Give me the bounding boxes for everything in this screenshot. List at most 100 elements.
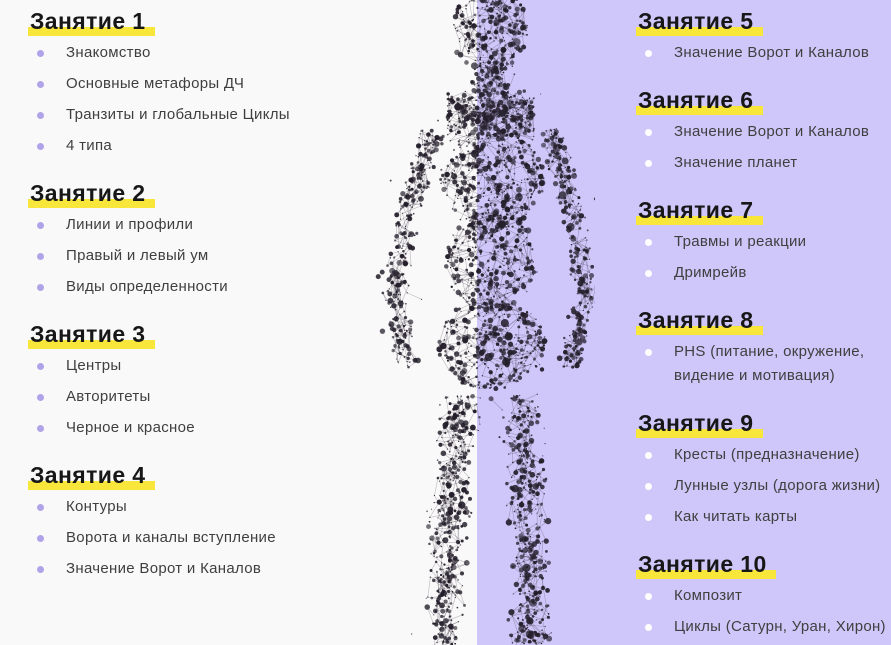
lesson-item: Значение планет	[638, 151, 891, 175]
lesson-heading: Занятие 5	[636, 8, 763, 36]
lesson-item-label: Основные метафоры ДЧ	[66, 75, 245, 92]
lesson-item: Основные метафоры ДЧ	[30, 72, 362, 96]
lesson-item: Правый и левый ум	[30, 244, 362, 268]
lesson-item-label: Дримрейв	[674, 264, 747, 281]
lesson-item-label: Линии и профили	[66, 216, 194, 233]
bullet-icon	[37, 221, 44, 229]
bullet-icon	[645, 269, 652, 277]
lesson-item: Композит	[638, 584, 891, 608]
bullet-icon	[645, 623, 652, 631]
bullet-icon	[37, 565, 44, 573]
lesson-item-label: Циклы (Сатурн, Уран, Хирон)	[674, 618, 886, 635]
lesson-items: Знакомство Основные метафоры ДЧ Транзиты…	[30, 41, 362, 158]
lesson-items: Контуры Ворота и каналы вступление Значе…	[30, 495, 362, 581]
lesson-item-label: Значение планет	[674, 154, 798, 171]
lesson-item: Как читать карты	[638, 505, 891, 529]
lesson-heading: Занятие 8	[636, 307, 763, 335]
lesson-section-3: Занятие 3 Центры Авторитеты Черное и кра…	[28, 321, 362, 440]
bullet-icon	[37, 111, 44, 119]
dot-human-figure-icon	[365, 0, 595, 645]
lesson-items: Значение Ворот и Каналов Значение планет	[638, 120, 891, 175]
lesson-items: Композит Циклы (Сатурн, Уран, Хирон)	[638, 584, 891, 639]
lesson-section-9: Занятие 9 Кресты (предназначение) Лунные…	[636, 410, 891, 529]
lesson-item-label: PHS (питание, окружение, видение и мотив…	[674, 343, 865, 384]
bullet-icon	[37, 252, 44, 260]
bullet-icon	[645, 513, 652, 521]
lesson-item: Виды определенности	[30, 275, 362, 299]
bullet-icon	[37, 283, 44, 291]
lesson-section-10: Занятие 10 Композит Циклы (Сатурн, Уран,…	[636, 551, 891, 639]
lesson-item-label: Значение Ворот и Каналов	[674, 44, 870, 61]
lesson-section-7: Занятие 7 Травмы и реакции Дримрейв	[636, 197, 891, 285]
bullet-icon	[37, 362, 44, 370]
lesson-item-label: Кресты (предназначение)	[674, 446, 860, 463]
lesson-heading: Занятие 7	[636, 197, 763, 225]
lesson-items: Травмы и реакции Дримрейв	[638, 230, 891, 285]
lesson-item: Значение Ворот и Каналов	[30, 557, 362, 581]
lesson-item: Травмы и реакции	[638, 230, 891, 254]
lesson-item: Авторитеты	[30, 385, 362, 409]
bullet-icon	[37, 142, 44, 150]
lesson-section-4: Занятие 4 Контуры Ворота и каналы вступл…	[28, 462, 362, 581]
lesson-items: Кресты (предназначение) Лунные узлы (дор…	[638, 443, 891, 529]
bullet-icon	[37, 49, 44, 57]
lesson-item-label: Контуры	[66, 498, 127, 515]
lesson-item: Циклы (Сатурн, Уран, Хирон)	[638, 615, 891, 639]
lesson-item: Значение Ворот и Каналов	[638, 120, 891, 144]
lesson-item-label: Травмы и реакции	[674, 233, 807, 250]
lesson-item: Кресты (предназначение)	[638, 443, 891, 467]
lesson-item: Линии и профили	[30, 213, 362, 237]
lesson-item: 4 типа	[30, 134, 362, 158]
lesson-item-label: Знакомство	[66, 44, 151, 61]
lesson-item: Значение Ворот и Каналов	[638, 41, 891, 65]
lesson-section-6: Занятие 6 Значение Ворот и Каналов Значе…	[636, 87, 891, 175]
lesson-item-label: Виды определенности	[66, 278, 228, 295]
lesson-items: PHS (питание, окружение, видение и мотив…	[638, 340, 891, 388]
bullet-icon	[645, 128, 652, 136]
lesson-item-label: Центры	[66, 357, 122, 374]
bullet-icon	[645, 592, 652, 600]
bullet-icon	[37, 503, 44, 511]
lesson-heading: Занятие 4	[28, 462, 155, 490]
lesson-section-1: Занятие 1 Знакомство Основные метафоры Д…	[28, 8, 362, 158]
bullet-icon	[645, 238, 652, 246]
lesson-item: Контуры	[30, 495, 362, 519]
lesson-items: Значение Ворот и Каналов	[638, 41, 891, 65]
lesson-item: Центры	[30, 354, 362, 378]
bullet-icon	[645, 49, 652, 57]
lesson-item-label: 4 типа	[66, 137, 113, 154]
lesson-heading: Занятие 2	[28, 180, 155, 208]
bullet-icon	[37, 424, 44, 432]
lesson-item-label: Авторитеты	[66, 388, 151, 405]
lesson-item-label: Ворота и каналы вступление	[66, 529, 276, 546]
lesson-item: Знакомство	[30, 41, 362, 65]
lesson-item-label: Как читать карты	[674, 508, 798, 525]
bullet-icon	[37, 393, 44, 401]
lesson-item-label: Транзиты и глобальные Циклы	[66, 106, 290, 123]
bullet-icon	[645, 451, 652, 459]
lesson-item: Дримрейв	[638, 261, 891, 285]
lesson-heading: Занятие 1	[28, 8, 155, 36]
lesson-item: Лунные узлы (дорога жизни)	[638, 474, 891, 498]
lesson-item-label: Композит	[674, 587, 743, 604]
lesson-section-2: Занятие 2 Линии и профили Правый и левый…	[28, 180, 362, 299]
lesson-section-5: Занятие 5 Значение Ворот и Каналов	[636, 8, 891, 65]
lesson-item: Черное и красное	[30, 416, 362, 440]
lesson-item-label: Лунные узлы (дорога жизни)	[674, 477, 881, 494]
bullet-icon	[37, 80, 44, 88]
left-column: Занятие 1 Знакомство Основные метафоры Д…	[28, 8, 362, 581]
lesson-item-label: Правый и левый ум	[66, 247, 209, 264]
lesson-item: PHS (питание, окружение, видение и мотив…	[638, 340, 891, 388]
bullet-icon	[37, 534, 44, 542]
lesson-heading: Занятие 6	[636, 87, 763, 115]
lesson-items: Центры Авторитеты Черное и красное	[30, 354, 362, 440]
bullet-icon	[645, 159, 652, 167]
lesson-heading: Занятие 10	[636, 551, 776, 579]
lesson-items: Линии и профили Правый и левый ум Виды о…	[30, 213, 362, 299]
lesson-item-label: Значение Ворот и Каналов	[66, 560, 262, 577]
bullet-icon	[645, 348, 652, 356]
bullet-icon	[645, 482, 652, 490]
right-column: Занятие 5 Значение Ворот и Каналов Занят…	[636, 8, 891, 639]
lesson-item: Ворота и каналы вступление	[30, 526, 362, 550]
